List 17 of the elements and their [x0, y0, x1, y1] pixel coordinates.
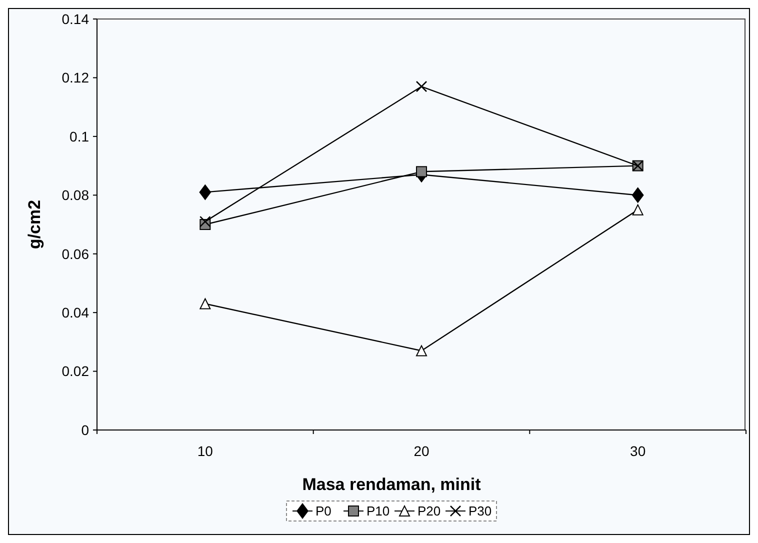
legend-label: P0	[316, 504, 332, 519]
legend-label: P20	[418, 504, 441, 519]
x-tick-label: 30	[630, 443, 646, 459]
x-tick-label: 20	[414, 443, 430, 459]
y-tick-label: 0.04	[62, 304, 90, 320]
x-axis-title: Masa rendaman, minit	[302, 475, 482, 494]
legend-label: P30	[468, 504, 492, 519]
y-tick-label: 0.06	[62, 246, 90, 262]
y-tick-label: 0.14	[62, 10, 90, 27]
y-tick-label: 0	[81, 422, 90, 438]
y-tick-label: 0.08	[62, 187, 90, 204]
y-tick-label: 0.12	[62, 70, 90, 86]
legend-label: P10	[366, 504, 390, 519]
x-tick-label: 10	[197, 443, 214, 459]
y-tick-label: 0.1	[70, 128, 90, 144]
y-axis-title: g/cm2	[25, 200, 44, 250]
y-tick-label: 0.02	[62, 363, 90, 380]
